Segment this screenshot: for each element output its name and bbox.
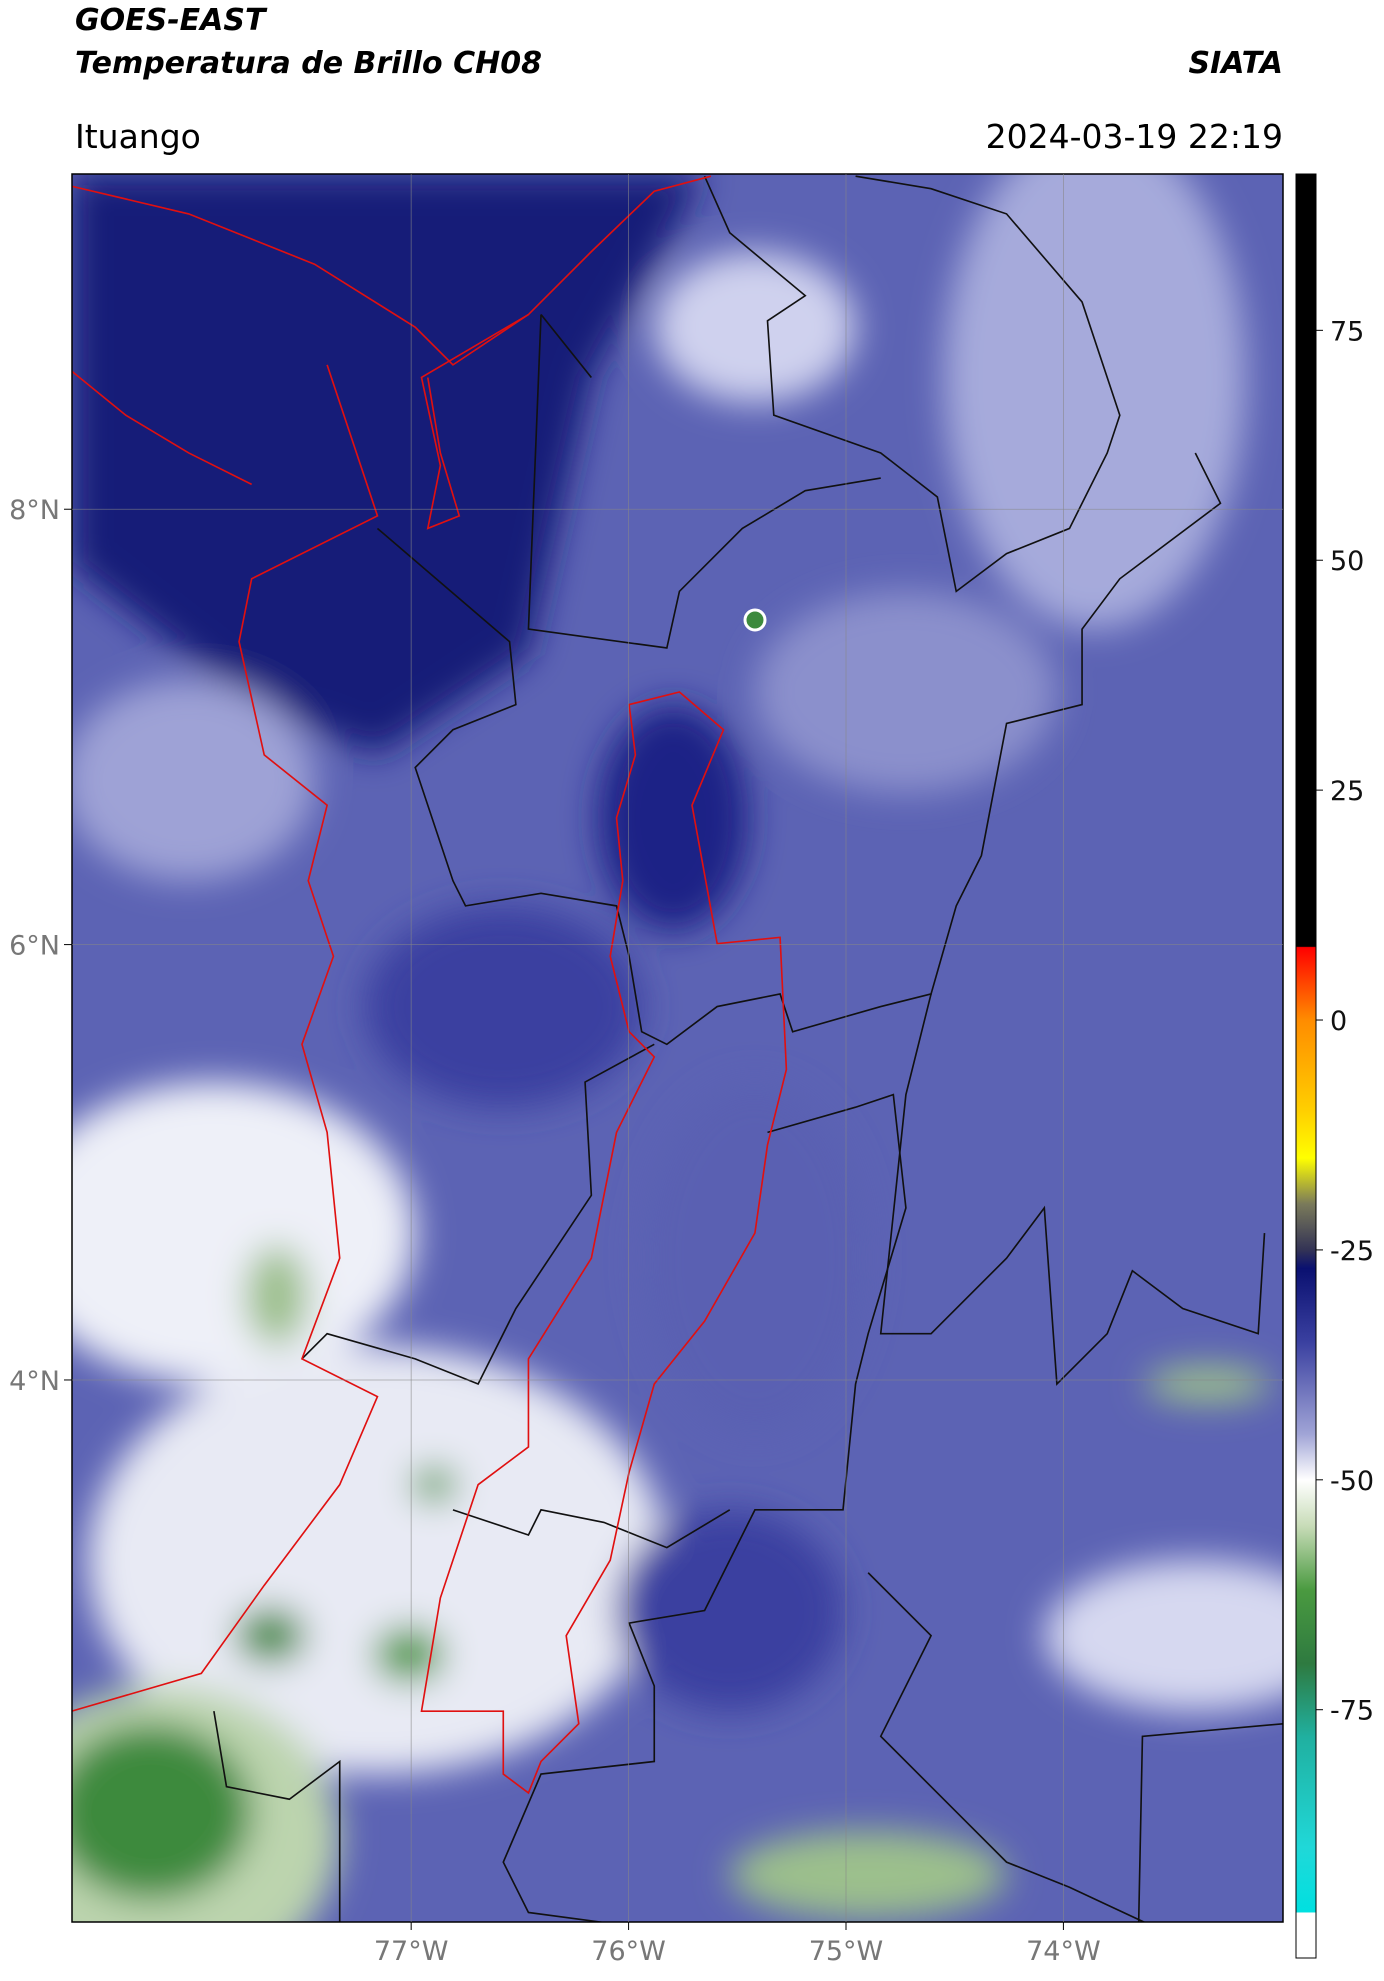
- title: GOES-EAST: [75, 3, 268, 38]
- map-frame: [71, 173, 1284, 1923]
- organization: SIATA: [1189, 46, 1283, 81]
- y-tick-label: 4°N: [9, 1366, 60, 1397]
- subtitle: Temperatura de Brillo CH08: [75, 46, 542, 81]
- location: Ituango: [75, 117, 201, 156]
- colorbar-tick-label: -25: [1330, 1236, 1374, 1267]
- colorbar-tick-label: -50: [1330, 1466, 1374, 1497]
- x-tick-label: 76°W: [591, 1936, 666, 1967]
- x-tick-label: 75°W: [809, 1936, 884, 1967]
- datetime: 2024-03-19 22:19: [986, 117, 1283, 156]
- y-tick-label: 6°N: [9, 931, 60, 962]
- x-tick-label: 74°W: [1026, 1936, 1101, 1967]
- colorbar-tick-label: 50: [1330, 546, 1364, 577]
- colorbar-tick-label: -75: [1330, 1696, 1374, 1727]
- colorbar-tick-label: 25: [1330, 776, 1364, 807]
- satellite-image: [72, 174, 1283, 1922]
- colorbar-tick-label: 75: [1330, 316, 1364, 347]
- y-tick-label: 8°N: [9, 495, 60, 526]
- colorbar-tick-label: 0: [1330, 1006, 1347, 1037]
- x-tick-label: 77°W: [374, 1936, 449, 1967]
- colorbar: [1295, 173, 1317, 1959]
